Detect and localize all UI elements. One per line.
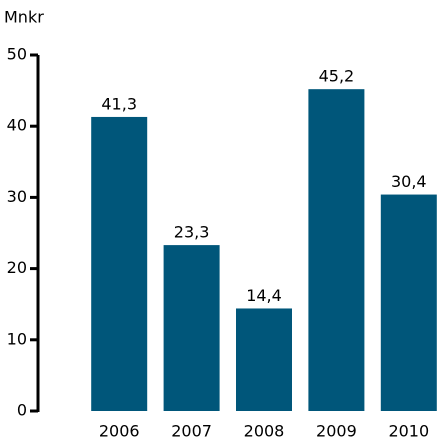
bar	[308, 89, 365, 412]
value-label: 41,3	[101, 94, 137, 113]
bar	[236, 308, 292, 411]
value-label: 23,3	[174, 223, 210, 242]
x-tick-label: 2008	[244, 422, 285, 437]
y-tick-label: 0	[17, 401, 27, 420]
bar	[380, 194, 437, 411]
x-tick-label: 2007	[171, 422, 212, 437]
value-label: 45,2	[319, 67, 355, 86]
y-tick-label: 20	[7, 258, 27, 277]
y-axis-label: Mnkr	[4, 8, 44, 27]
y-tick-label: 30	[7, 187, 27, 206]
x-tick-label: 2009	[316, 422, 357, 437]
bar	[163, 245, 220, 411]
bar	[91, 116, 148, 411]
x-tick-label: 2006	[99, 422, 140, 437]
y-tick-label: 10	[7, 329, 27, 348]
value-label: 14,4	[246, 286, 282, 305]
y-tick-label: 50	[7, 45, 27, 64]
value-label: 30,4	[391, 172, 427, 191]
y-tick-label: 40	[7, 116, 27, 135]
x-tick-label: 2010	[388, 422, 429, 437]
